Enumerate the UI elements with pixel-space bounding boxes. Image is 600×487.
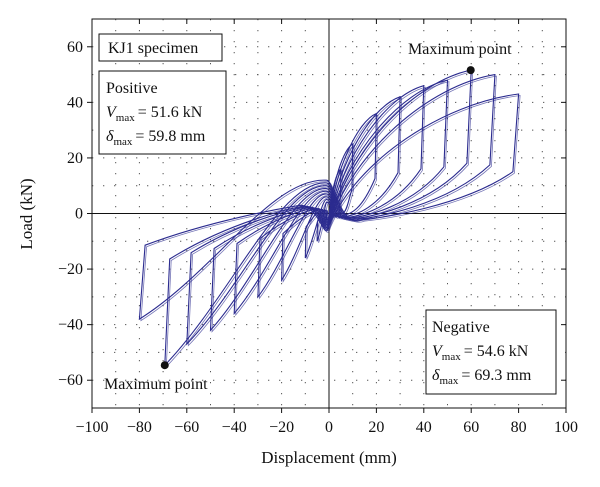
x-tick-label: −60 (174, 419, 199, 436)
negative-vmax-value: = 54.6 kN (464, 343, 529, 360)
y-tick-label: −20 (58, 261, 83, 278)
vmax-symbol: V (432, 343, 444, 360)
y-tick-label: 40 (67, 94, 83, 111)
negative-title: Negative (432, 319, 490, 336)
y-tick-label: 0 (75, 206, 83, 223)
dmax-symbol: δ (432, 367, 440, 384)
y-tick-label: 60 (67, 39, 83, 56)
x-tick-label: 100 (554, 419, 578, 436)
y-tick-label: −40 (58, 317, 83, 334)
x-tick-label: 40 (416, 419, 432, 436)
positive-dmax: δmax = 59.8 mm (106, 128, 206, 148)
positive-vmax: Vmax = 51.6 kN (106, 104, 203, 124)
x-tick-label: −80 (127, 419, 152, 436)
x-tick-label: 20 (368, 419, 384, 436)
x-tick-label: −100 (75, 419, 108, 436)
positive-dmax-value: = 59.8 mm (135, 128, 205, 145)
x-tick-label: 60 (463, 419, 479, 436)
vmax-subscript: max (116, 112, 135, 124)
specimen-label: KJ1 specimen (108, 40, 198, 57)
hysteresis-loop-repeat (187, 71, 474, 347)
hysteresis-loop (304, 143, 354, 259)
x-tick-label: 0 (325, 419, 333, 436)
positive-maximum-label: Maximum point (408, 41, 512, 58)
negative-maximum-label: Maximum point (104, 376, 208, 393)
negative-dmax-value: = 69.3 mm (461, 367, 531, 384)
axis-ticks: −100 −80 −60 −40 −20 0 20 40 60 80 100 −60 −40 −20 0 20… (58, 19, 578, 436)
negative-info-box: Negative Vmax = 54.6 kN δmax = 69.3 mm (425, 309, 557, 395)
dmax-subscript: max (439, 375, 458, 387)
negative-vmax: Vmax = 54.6 kN (432, 343, 529, 363)
hysteresis-loop-repeat (211, 81, 450, 333)
negative-dmax: δmax = 69.3 mm (432, 367, 532, 387)
x-tick-label: 80 (511, 419, 527, 436)
hysteresis-loop-repeat (235, 86, 426, 317)
positive-vmax-value: = 51.6 kN (138, 104, 203, 121)
hysteresis-loop-repeat (140, 95, 521, 322)
y-tick-label: 20 (67, 150, 83, 167)
hysteresis-loop (138, 93, 520, 321)
x-tick-label: −40 (222, 419, 247, 436)
x-tick-label: −20 (269, 419, 294, 436)
x-axis-label: Displacement (mm) (261, 448, 397, 467)
vmax-subscript: max (442, 351, 461, 363)
dmax-subscript: max (113, 136, 132, 148)
specimen-label-box: KJ1 specimen (98, 33, 223, 62)
y-tick-label: −60 (58, 372, 83, 389)
dmax-symbol: δ (106, 128, 114, 145)
vmax-symbol: V (106, 104, 118, 121)
hysteresis-curves (138, 69, 521, 368)
negative-maximum-point (160, 361, 169, 370)
positive-info-box: Positive Vmax = 51.6 kN δmax = 59.8 mm (98, 70, 227, 155)
positive-maximum-point (466, 66, 475, 75)
y-axis-label: Load (kN) (17, 178, 36, 249)
hysteresis-loop-repeat (165, 75, 497, 368)
positive-title: Positive (106, 80, 158, 97)
hysteresis-loop-repeat (306, 144, 355, 260)
